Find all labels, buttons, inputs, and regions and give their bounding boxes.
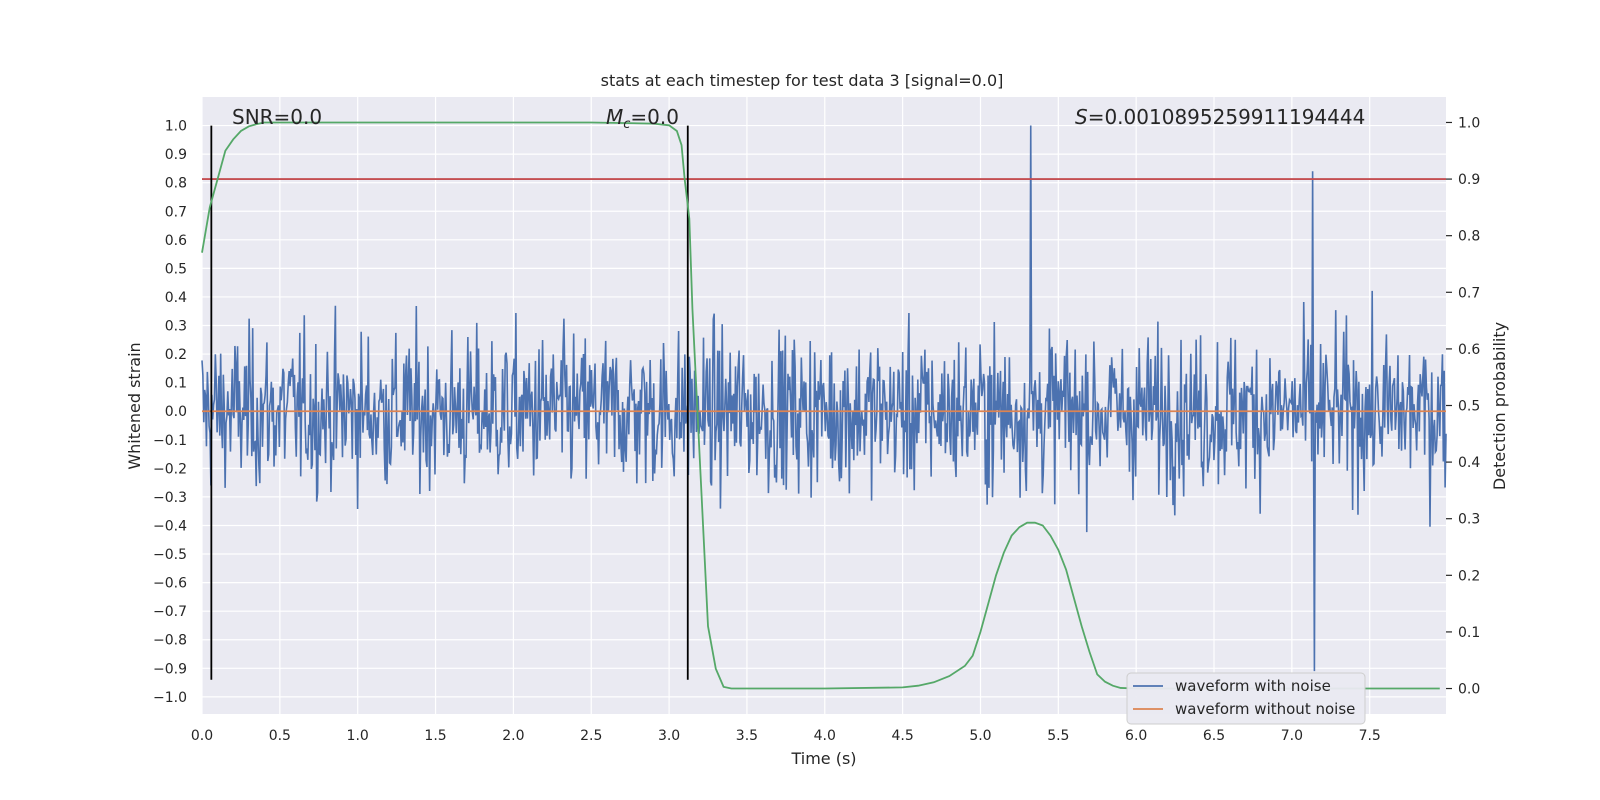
series-detection-probability xyxy=(201,121,1440,690)
y-tick-label-left: 0.9 xyxy=(165,147,187,163)
y-tick-label-right: 0.1 xyxy=(1458,625,1480,641)
x-tick-label: 4.0 xyxy=(814,728,836,744)
y-tick-label-right: 0.8 xyxy=(1458,229,1480,245)
x-tick-label: 0.0 xyxy=(191,728,213,744)
annotation-chirp-mass: Mc=0.0 xyxy=(606,105,679,132)
legend-label: waveform without noise xyxy=(1175,700,1355,718)
y-tick-label-right: 0.9 xyxy=(1458,172,1480,188)
y-tick-label-left: −0.7 xyxy=(153,604,187,620)
y-tick-label-left: −0.3 xyxy=(153,490,187,506)
y-tick-label-left: 0.3 xyxy=(165,319,187,335)
x-tick-label: 2.5 xyxy=(580,728,602,744)
y-tick-label-left: −0.1 xyxy=(153,433,187,449)
y-tick-label-left: −0.4 xyxy=(153,518,187,534)
y-tick-label-left: −0.9 xyxy=(153,661,187,677)
y-axis-label-right: Detection probability xyxy=(1490,322,1509,490)
x-tick-label: 3.0 xyxy=(658,728,680,744)
y-tick-label-left: 0.8 xyxy=(165,176,187,192)
legend-label: waveform with noise xyxy=(1175,677,1331,695)
y-tick-label-right: 0.4 xyxy=(1458,455,1480,471)
y-tick-label-right: 0.5 xyxy=(1458,399,1480,415)
y-tick-label-left: 0.7 xyxy=(165,204,187,220)
y-tick-label-right: 0.7 xyxy=(1458,285,1480,301)
y-tick-label-left: −0.5 xyxy=(153,547,187,563)
y-tick-label-right: 0.3 xyxy=(1458,512,1480,528)
x-tick-label: 7.5 xyxy=(1359,728,1381,744)
x-tick-label: 3.5 xyxy=(736,728,758,744)
y-tick-label-left: 0.0 xyxy=(165,404,187,420)
y-tick-label-right: 0.6 xyxy=(1458,342,1480,358)
y-tick-label-left: −0.6 xyxy=(153,576,187,592)
legend: waveform with noise waveform without nois… xyxy=(1126,672,1366,725)
legend-box xyxy=(1126,672,1366,725)
x-tick-label: 5.0 xyxy=(969,728,991,744)
annotation-snr: SNR=0.0 xyxy=(232,105,322,129)
x-tick-label: 6.5 xyxy=(1203,728,1225,744)
y-tick-label-left: −0.8 xyxy=(153,633,187,649)
y-tick-label-left: −0.2 xyxy=(153,461,187,477)
series-waveform-with-noise xyxy=(201,125,1447,672)
x-tick-label: 5.5 xyxy=(1047,728,1069,744)
x-tick-label: 1.5 xyxy=(424,728,446,744)
y-tick-label-left: 0.4 xyxy=(165,290,187,306)
y-axis-label-left: Whitened strain xyxy=(125,342,144,469)
x-tick-label: 7.0 xyxy=(1281,728,1303,744)
y-tick-label-left: 0.1 xyxy=(165,376,187,392)
y-tick-label-left: 0.2 xyxy=(165,347,187,363)
y-tick-label-left: 1.0 xyxy=(165,119,187,135)
y-tick-label-right: 0.2 xyxy=(1458,568,1480,584)
y-tick-label-left: 0.6 xyxy=(165,233,187,249)
x-tick-label: 2.0 xyxy=(502,728,524,744)
y-tick-label-right: 0.0 xyxy=(1458,682,1480,698)
x-axis-label: Time (s) xyxy=(790,749,856,768)
x-tick-label: 6.0 xyxy=(1125,728,1147,744)
y-tick-label-left: −1.0 xyxy=(153,690,187,706)
annotation-s-statistic: S=0.0010895259911194444 xyxy=(1075,105,1365,129)
x-tick-label: 0.5 xyxy=(269,728,291,744)
chart-title: stats at each timestep for test data 3 [… xyxy=(601,71,1004,90)
y-tick-label-right: 1.0 xyxy=(1458,115,1480,131)
x-tick-label: 1.0 xyxy=(347,728,369,744)
x-tick-label: 4.5 xyxy=(891,728,913,744)
y-tick-label-left: 0.5 xyxy=(165,261,187,277)
